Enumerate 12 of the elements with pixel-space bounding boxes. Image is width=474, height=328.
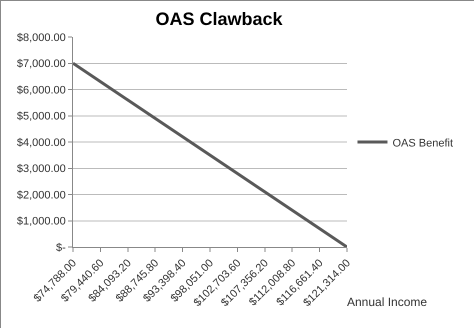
y-tick-label: $5,000.00 <box>16 110 66 123</box>
y-tick-label: $3,000.00 <box>16 163 66 176</box>
y-tick-label: $6,000.00 <box>16 84 66 96</box>
x-axis-title: Annual Income <box>347 295 428 309</box>
y-tick-label: $7,000.00 <box>16 58 66 70</box>
y-tick-label: $2,000.00 <box>16 189 66 202</box>
y-tick-label: $8,000.00 <box>16 32 66 44</box>
legend-label: OAS Benefit <box>392 137 454 150</box>
y-tick-label: $1,000.00 <box>16 216 66 228</box>
y-tick-label: $4,000.00 <box>16 136 66 149</box>
chart-title: OAS Clawback <box>156 9 284 30</box>
y-tick-label: $- <box>56 242 66 254</box>
